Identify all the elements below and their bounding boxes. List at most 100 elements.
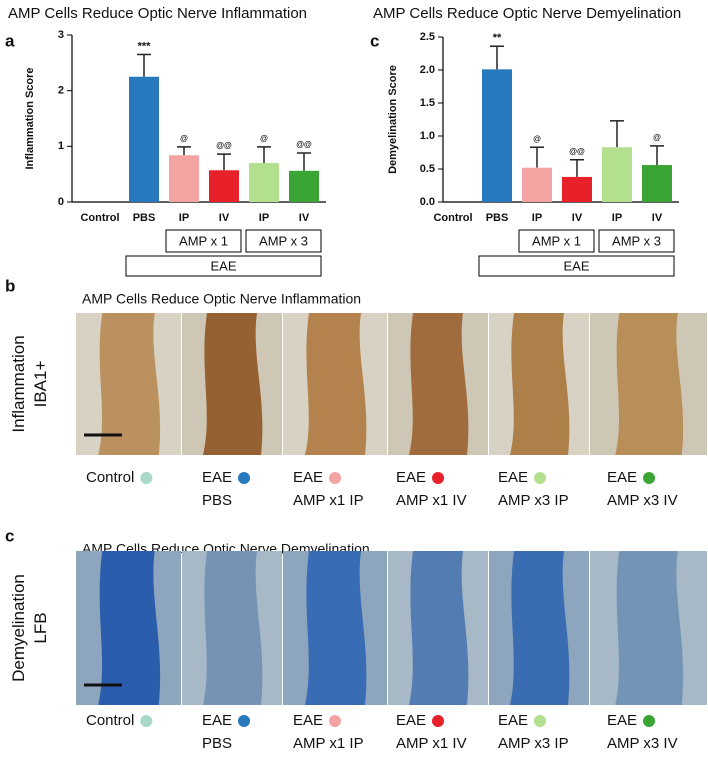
group-label: EAE xyxy=(563,258,589,273)
bar xyxy=(482,69,512,202)
x-tick-label: IP xyxy=(532,212,542,224)
legend-label: AMP x1 IP xyxy=(293,492,364,509)
row-label-line: Inflammation xyxy=(9,335,28,432)
group-box xyxy=(125,255,322,277)
legend-label: AMP x3 IP xyxy=(498,492,569,509)
nerve-section xyxy=(305,551,367,705)
y-tick-label: 0.0 xyxy=(420,196,435,208)
significance-label: @@ xyxy=(569,147,585,156)
legend-label: EAE xyxy=(202,469,232,486)
significance-label: @ xyxy=(180,134,188,143)
group-box xyxy=(518,229,595,253)
significance-label: @@ xyxy=(216,141,232,150)
legend-label: AMP x3 IP xyxy=(498,735,569,752)
significance-label: @ xyxy=(533,134,541,143)
bar xyxy=(562,176,592,202)
legend-label: PBS xyxy=(202,492,232,509)
x-tick-label: IV xyxy=(299,212,310,224)
x-tick-label: IV xyxy=(652,212,663,224)
nerve-section xyxy=(615,313,684,455)
y-tick-label: 1.0 xyxy=(420,130,435,142)
y-tick-label: 3 xyxy=(58,29,64,41)
x-tick-label: IV xyxy=(219,212,230,224)
y-tick-label: 2.0 xyxy=(420,64,435,76)
significance-label: @@ xyxy=(296,140,312,149)
x-tick-label: IV xyxy=(572,212,583,224)
nerve-section xyxy=(409,551,469,705)
group-label: EAE xyxy=(210,258,236,273)
legend-dot xyxy=(534,715,547,727)
bar xyxy=(522,167,552,202)
significance-label: *** xyxy=(138,40,152,52)
nerve-section xyxy=(98,313,161,455)
legend-label: AMP x1 IV xyxy=(396,735,467,752)
bar xyxy=(602,147,632,202)
nerve-section xyxy=(615,551,684,705)
nerve-section xyxy=(203,551,263,705)
x-tick-label: IP xyxy=(179,212,189,224)
bar xyxy=(129,76,159,202)
group-box xyxy=(245,229,322,253)
bar xyxy=(209,170,239,202)
x-tick-label: IP xyxy=(612,212,622,224)
legend-label: AMP x1 IP xyxy=(293,735,364,752)
legend-label: EAE xyxy=(396,712,426,729)
y-axis-label: Demyelination Score xyxy=(387,65,399,174)
group-label: AMP x 1 xyxy=(179,233,228,248)
row-label-line: LFB xyxy=(31,612,50,643)
panel-letter: c xyxy=(5,526,14,545)
legend-dot xyxy=(432,715,445,727)
nerve-section xyxy=(510,313,570,455)
y-tick-label: 2.5 xyxy=(420,31,435,43)
x-tick-label: PBS xyxy=(486,212,509,224)
group-box xyxy=(598,229,675,253)
legend-label: EAE xyxy=(293,712,323,729)
x-tick-label: Control xyxy=(80,212,119,224)
row-label: Inflammation IBA1+ xyxy=(9,335,50,432)
chart-title: AMP Cells Reduce Optic Nerve Inflammatio… xyxy=(8,5,307,22)
bar xyxy=(169,155,199,202)
legend-label: EAE xyxy=(607,469,637,486)
legend-label: AMP x1 IV xyxy=(396,492,467,509)
legend-dot xyxy=(140,472,153,484)
y-tick-label: 1.5 xyxy=(420,97,435,109)
bar xyxy=(289,170,319,202)
legend-label: EAE xyxy=(202,712,232,729)
legend-dot xyxy=(329,715,342,727)
legend-label: EAE xyxy=(607,712,637,729)
legend-label: AMP x3 IV xyxy=(607,492,678,509)
legend-dot xyxy=(643,472,656,484)
y-tick-label: 2 xyxy=(58,85,64,97)
group-label: AMP x 3 xyxy=(259,233,308,248)
legend-label: EAE xyxy=(498,712,528,729)
legend-dot xyxy=(140,715,153,727)
legend-dot xyxy=(534,472,547,484)
nerve-section xyxy=(510,551,570,705)
legend-dot xyxy=(238,472,251,484)
row-label-line: Demyelination xyxy=(9,574,28,682)
legend-dot xyxy=(329,472,342,484)
significance-label: @ xyxy=(260,134,268,143)
bar xyxy=(249,163,279,202)
row-label-line: IBA1+ xyxy=(31,361,50,408)
nerve-section xyxy=(98,551,161,705)
legend-label: EAE xyxy=(293,469,323,486)
panel-title: AMP Cells Reduce Optic Nerve Inflammatio… xyxy=(82,291,361,307)
x-tick-label: IP xyxy=(259,212,269,224)
x-tick-label: Control xyxy=(433,212,472,224)
legend-label: Control xyxy=(86,469,134,486)
legend-label: AMP x3 IV xyxy=(607,735,678,752)
legend-label: EAE xyxy=(396,469,426,486)
legend-label: PBS xyxy=(202,735,232,752)
legend-dot xyxy=(643,715,656,727)
chart-title: AMP Cells Reduce Optic Nerve Demyelinati… xyxy=(373,5,681,22)
legend-dot xyxy=(432,472,445,484)
x-tick-label: PBS xyxy=(133,212,156,224)
panel-letter: b xyxy=(5,276,15,295)
legend-label: Control xyxy=(86,712,134,729)
group-box xyxy=(478,255,675,277)
row-label: Demyelination LFB xyxy=(9,574,50,682)
group-label: AMP x 3 xyxy=(612,233,661,248)
group-label: AMP x 1 xyxy=(532,233,581,248)
significance-label: ** xyxy=(493,32,502,44)
